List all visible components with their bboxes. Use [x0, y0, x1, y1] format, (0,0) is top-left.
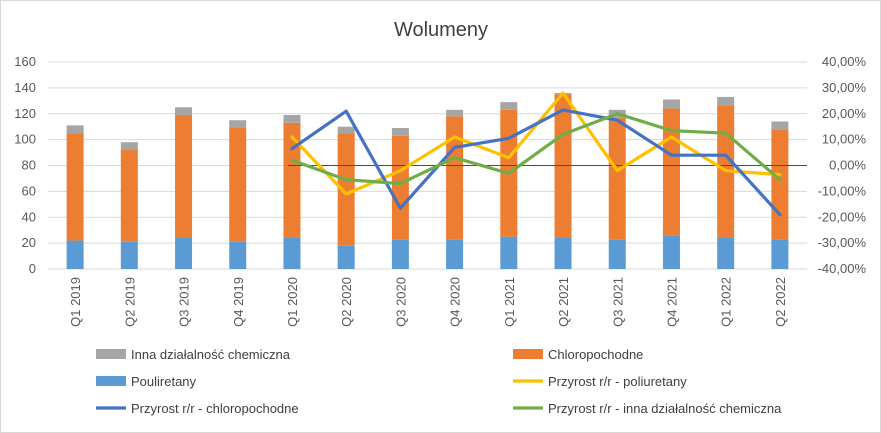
left-tick-label: 100	[14, 132, 36, 147]
bar-segment	[67, 133, 84, 240]
left-tick-label: 40	[22, 209, 36, 224]
bar-segment	[555, 238, 572, 269]
bar-segment	[392, 128, 409, 136]
left-tick-label: 60	[22, 183, 36, 198]
bar-segment	[283, 238, 300, 269]
bar-segment	[67, 125, 84, 133]
bars	[67, 93, 789, 269]
right-tick-label: -30,00%	[818, 235, 867, 250]
bar-segment	[446, 116, 463, 239]
left-tick-label: 80	[22, 158, 36, 173]
bar-segment	[283, 123, 300, 238]
x-tick-label: Q4 2019	[231, 277, 246, 327]
x-tick-label: Q4 2020	[448, 277, 463, 327]
left-tick-label: 20	[22, 235, 36, 250]
legend-label: Pouliretany	[131, 374, 197, 389]
bar-segment	[121, 142, 138, 150]
bar-segment	[338, 127, 355, 133]
x-tick-label: Q4 2021	[664, 277, 679, 327]
right-tick-label: -40,00%	[818, 261, 867, 276]
x-tick-label: Q1 2020	[285, 277, 300, 327]
bar-segment	[500, 102, 517, 110]
legend-swatch	[96, 349, 126, 359]
bar-segment	[121, 150, 138, 242]
right-tick-label: 10,00%	[822, 132, 867, 147]
bar-segment	[175, 115, 192, 238]
right-tick-label: -20,00%	[818, 209, 867, 224]
right-tick-label: -10,00%	[818, 183, 867, 198]
x-tick-label: Q2 2020	[339, 277, 354, 327]
bar-segment	[229, 128, 246, 242]
bar-segment	[175, 107, 192, 115]
legend-swatch	[513, 349, 543, 359]
chart-container: Wolumeny 0 20 40 60 80 100 120 140 160 -40,00% -3…	[0, 0, 881, 433]
bar-segment	[121, 242, 138, 269]
legend: Inna działalność chemiczna Chloropochodne…	[96, 347, 782, 416]
bar-segment	[717, 238, 734, 269]
left-tick-label: 0	[29, 261, 36, 276]
bar-segment	[446, 239, 463, 269]
bar-segment	[446, 110, 463, 116]
x-tick-label: Q3 2020	[393, 277, 408, 327]
bar-segment	[555, 94, 572, 238]
x-tick-label: Q2 2019	[122, 277, 137, 327]
left-tick-label: 140	[14, 80, 36, 95]
x-tick-label: Q3 2021	[610, 277, 625, 327]
x-tick-label: Q2 2022	[773, 277, 788, 327]
legend-label: Chloropochodne	[548, 347, 643, 362]
right-axis-ticks: -40,00% -30,00% -20,00% -10,00% 0,00% 10,00% 2…	[818, 54, 867, 276]
left-axis-ticks: 0 20 40 60 80 100 120 140 160	[14, 54, 36, 276]
x-tick-label: Q1 2021	[502, 277, 517, 327]
bar-segment	[609, 118, 626, 240]
right-tick-label: 30,00%	[822, 80, 867, 95]
chart-svg: Wolumeny 0 20 40 60 80 100 120 140 160 -40,00% -3…	[1, 1, 880, 432]
x-tick-label: Q3 2019	[177, 277, 192, 327]
bar-segment	[175, 238, 192, 269]
x-tick-label: Q1 2022	[719, 277, 734, 327]
bar-segment	[609, 239, 626, 269]
x-tick-label: Q2 2021	[556, 277, 571, 327]
bar-segment	[229, 242, 246, 269]
bar-segment	[663, 100, 680, 109]
legend-label: Przyrost r/r - poliuretany	[548, 374, 687, 389]
legend-swatch	[96, 376, 126, 386]
bar-segment	[338, 246, 355, 269]
x-tick-label: Q1 2019	[68, 277, 83, 327]
left-tick-label: 120	[14, 106, 36, 121]
bar-segment	[229, 120, 246, 128]
bar-segment	[392, 239, 409, 269]
right-tick-label: 20,00%	[822, 106, 867, 121]
legend-label: Przyrost r/r - chloropochodne	[131, 401, 299, 416]
legend-label: Przyrost r/r - inna działalność chemiczn…	[548, 401, 782, 416]
growth-lines	[292, 93, 780, 215]
series-line	[292, 110, 780, 215]
bar-segment	[283, 115, 300, 123]
chart-title: Wolumeny	[394, 19, 488, 41]
right-tick-label: 40,00%	[822, 54, 867, 69]
bar-segment	[771, 239, 788, 269]
right-tick-label: 0,00%	[829, 158, 866, 173]
bar-segment	[717, 97, 734, 106]
bar-segment	[500, 237, 517, 269]
x-axis-labels: Q1 2019 Q2 2019 Q3 2019 Q4 2019 Q1 2020 Q2 20…	[68, 277, 788, 327]
bar-segment	[771, 122, 788, 130]
legend-label: Inna działalność chemiczna	[131, 347, 291, 362]
bar-segment	[392, 136, 409, 240]
bar-segment	[771, 129, 788, 239]
left-tick-label: 160	[14, 54, 36, 69]
bar-segment	[67, 241, 84, 269]
bar-segment	[663, 235, 680, 269]
